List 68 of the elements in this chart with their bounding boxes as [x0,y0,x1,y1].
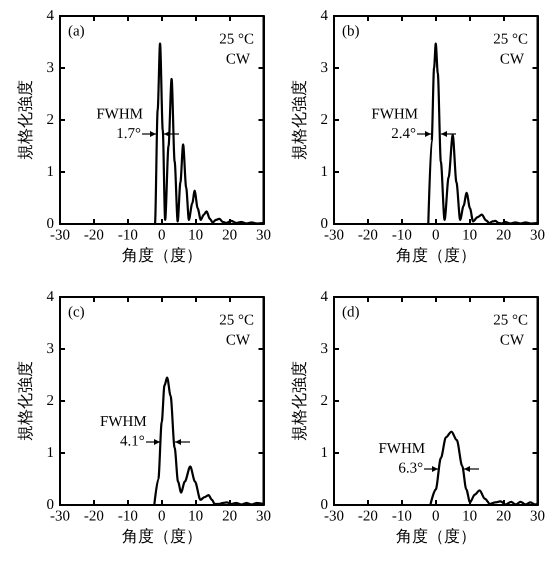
x-tick-label: 30 [530,228,545,244]
x-tick-label: 10 [188,228,204,244]
y-axis-title: 規格化強度 [290,80,308,160]
x-tick-label: 0 [158,508,166,524]
annotation: FWHM [96,106,143,123]
y-tick-label: 1 [320,164,328,180]
y-tick-label: 3 [320,341,328,357]
x-tick-label: 20 [222,228,238,244]
x-axis-title: 角度（度） [122,528,202,546]
annotation: 6.3° [398,460,424,477]
y-axis-title: 規格化強度 [290,361,308,441]
annotation: 2.4° [391,126,416,142]
annotation: 1.7° [116,126,141,142]
annotation: CW [500,52,525,68]
x-tick-label: -20 [358,508,378,524]
annotation: (d) [342,304,360,320]
x-tick-label: -10 [392,228,412,244]
y-tick-label: 3 [320,60,328,76]
x-tick-label: 20 [496,508,512,524]
x-axis-title: 角度（度） [396,246,476,264]
y-tick-label: 3 [46,341,54,357]
y-tick-label: 4 [320,8,328,24]
x-tick-label: 30 [530,508,545,524]
x-tick-label: 10 [188,508,204,524]
y-tick-label: 1 [46,445,54,461]
annotation: CW [226,332,251,348]
annotation: CW [226,52,251,68]
y-tick-label: 2 [320,393,328,409]
annotation: 25 °C [493,32,528,48]
y-tick-label: 2 [320,112,328,128]
y-axis-title: 規格化強度 [16,361,34,441]
x-tick-label: 0 [158,228,166,244]
y-tick-label: 4 [46,8,54,24]
annotation: (b) [342,24,360,40]
annotation: 25 °C [493,312,528,328]
x-tick-label: -20 [84,508,104,524]
annotation: 4.1° [120,434,145,450]
annotation: FWHM [378,441,426,458]
annotation: 25 °C [219,312,254,328]
annotation: (a) [68,24,85,40]
y-tick-label: 3 [46,60,54,76]
y-tick-label: 1 [46,164,54,180]
annotation: FWHM [371,106,418,123]
x-tick-label: 20 [496,228,512,244]
y-tick-label: 2 [46,112,54,128]
x-tick-label: 10 [462,228,478,244]
x-axis-title: 角度（度） [122,246,202,264]
y-tick-label: 2 [46,393,54,409]
x-tick-label: -20 [358,228,378,244]
y-tick-label: 4 [46,289,54,305]
y-tick-label: 1 [320,445,328,461]
x-tick-label: -10 [118,228,138,244]
x-tick-label: 20 [222,508,238,524]
annotation: 25 °C [219,32,254,48]
x-axis-title: 角度（度） [396,528,476,546]
x-tick-label: -10 [392,508,412,524]
x-tick-label: 10 [462,508,478,524]
annotation: FWHM [100,414,147,430]
annotation: CW [500,332,525,348]
x-tick-label: -20 [84,228,104,244]
y-tick-label: 4 [320,289,328,305]
x-tick-label: 30 [256,508,271,524]
x-tick-label: 0 [432,228,440,244]
x-tick-label: 30 [256,228,271,244]
x-tick-label: 0 [432,508,440,524]
x-tick-label: -10 [118,508,138,524]
annotation: (c) [68,304,85,320]
y-axis-title: 規格化強度 [16,80,34,160]
